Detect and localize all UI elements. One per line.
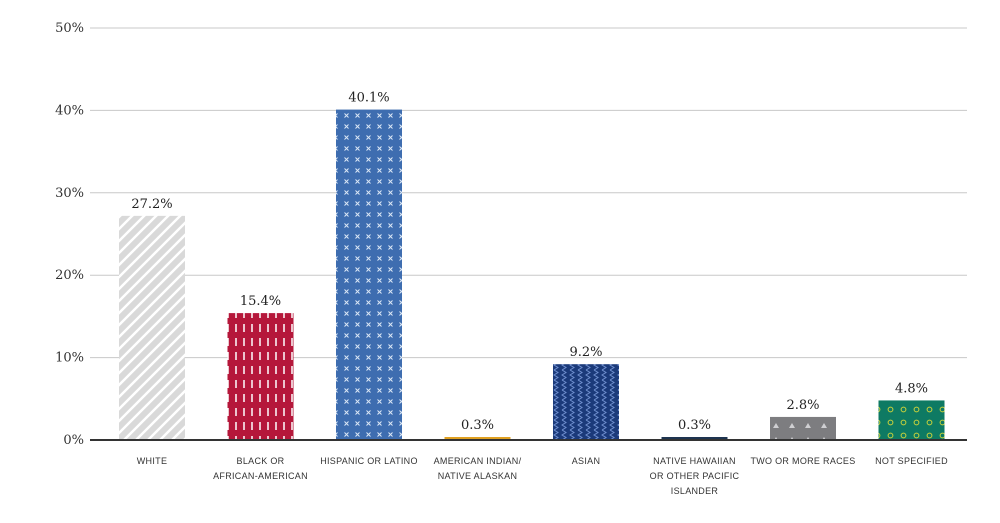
bar [553,364,619,440]
y-tick-label: 20% [55,268,84,283]
y-tick-label: 10% [55,351,84,366]
bar [444,437,511,440]
category-label: AMERICAN INDIAN/ [434,456,522,466]
bar [119,215,185,440]
category-label: HISPANIC OR LATINO [320,456,418,466]
category-label: AFRICAN-AMERICAN [213,471,308,481]
bar [661,437,728,440]
y-tick-label: 40% [55,103,84,118]
category-label: ASIAN [572,456,601,466]
y-axis-tick-labels: 0% 10% 20% 30% 40% 50% [55,21,84,448]
data-label: 40.1% [348,91,389,106]
y-tick-label: 0% [63,433,84,448]
y-tick-label: 30% [55,186,84,201]
category-label: TWO OR MORE RACES [750,456,855,466]
gridlines [90,27,967,359]
bar [336,109,402,441]
data-label: 0.3% [678,418,711,433]
y-tick-label: 50% [55,21,84,36]
bar [878,400,945,440]
data-labels: 27.2% 15.4% 40.1% 0.3% 9.2% 0.3% 2.8% 4.8% [131,91,928,433]
data-label: 9.2% [569,345,602,360]
category-labels: WHITE BLACK OR AFRICAN-AMERICAN HISPANIC OR… [137,456,948,496]
data-label: 2.8% [786,398,819,413]
bar [227,313,294,440]
category-label: NOT SPECIFIED [875,456,948,466]
data-label: 15.4% [240,294,281,309]
category-label: ISLANDER [671,486,719,496]
data-label: 4.8% [895,381,928,396]
category-label: NATIVE HAWAIIAN [653,456,736,466]
category-label: WHITE [137,456,168,466]
category-label: OR OTHER PACIFIC [650,471,740,481]
category-label: NATIVE ALASKAN [438,471,518,481]
bar [770,416,836,440]
data-label: 0.3% [461,418,494,433]
category-label: BLACK OR [237,456,285,466]
data-label: 27.2% [131,197,172,212]
bars [119,109,945,441]
